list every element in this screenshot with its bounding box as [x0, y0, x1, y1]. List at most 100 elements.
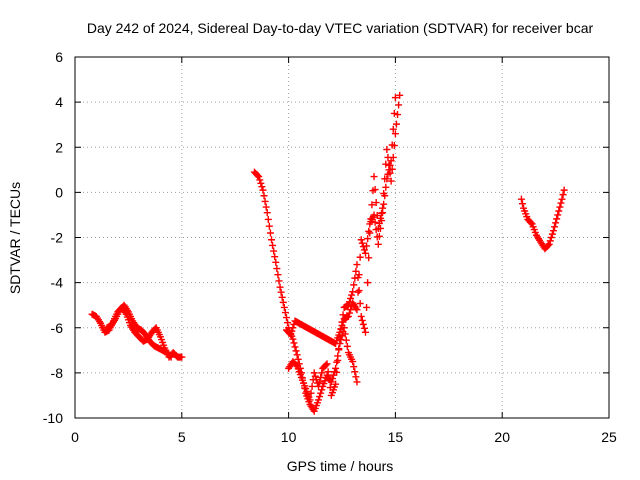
- data-point-interp: [260, 192, 268, 200]
- data-point-interp: [389, 125, 397, 133]
- data-point: [554, 211, 562, 219]
- data-point: [383, 146, 391, 154]
- data-point-interp: [365, 254, 373, 262]
- data-point-interp: [352, 373, 360, 381]
- data-point-interp: [292, 361, 300, 369]
- y-tick-label: -10: [43, 410, 63, 426]
- data-point: [391, 130, 399, 138]
- data-point-interp: [345, 309, 353, 317]
- y-tick-label: 0: [55, 184, 63, 200]
- data-point: [336, 328, 344, 336]
- data-point: [255, 173, 263, 181]
- data-point-interp: [351, 368, 359, 376]
- data-point-interp: [325, 376, 333, 384]
- data-point-interp: [256, 176, 264, 184]
- data-point-interp: [166, 352, 174, 360]
- data-point: [178, 353, 186, 361]
- data-point-interp: [316, 393, 324, 401]
- data-points: [88, 91, 568, 415]
- data-point-interp: [264, 215, 272, 223]
- data-point-interp: [356, 299, 364, 307]
- data-point-interp: [382, 160, 390, 168]
- y-tick-label: -6: [51, 320, 64, 336]
- data-point-interp: [275, 277, 283, 285]
- data-point-interp: [316, 378, 324, 386]
- data-point: [379, 209, 387, 217]
- data-point-interp: [376, 224, 384, 232]
- data-point-interp: [269, 241, 277, 249]
- x-tick-label: 20: [494, 429, 510, 445]
- data-point: [167, 353, 175, 361]
- data-point: [272, 258, 280, 266]
- data-point-interp: [333, 368, 341, 376]
- data-point-interp: [384, 170, 392, 178]
- data-point: [549, 227, 557, 235]
- data-point-interp: [281, 309, 289, 317]
- data-point-interp: [279, 298, 287, 306]
- data-point-interp: [328, 375, 336, 383]
- data-point: [370, 173, 378, 181]
- data-point: [361, 328, 369, 336]
- data-point-interp: [324, 368, 332, 376]
- data-point-interp: [559, 191, 567, 199]
- data-point: [387, 177, 395, 185]
- data-point: [353, 261, 361, 269]
- data-point: [310, 369, 318, 377]
- data-point-interp: [382, 183, 390, 191]
- data-point-interp: [273, 265, 281, 273]
- data-point-interp: [307, 389, 315, 397]
- data-point-interp: [378, 217, 386, 225]
- data-point-interp: [371, 218, 379, 226]
- data-point: [370, 211, 378, 219]
- data-point-interp: [334, 356, 342, 364]
- data-point: [268, 236, 276, 244]
- data-point-interp: [556, 203, 564, 211]
- data-point-interp: [350, 281, 358, 289]
- data-point-interp: [380, 200, 388, 208]
- data-point: [276, 283, 284, 291]
- data-point-interp: [317, 389, 325, 397]
- data-point-interp: [395, 101, 403, 109]
- data-point-interp: [318, 386, 326, 394]
- data-point-interp: [352, 267, 360, 275]
- data-point-interp: [271, 253, 279, 261]
- data-point-interp: [345, 298, 353, 306]
- data-point-interp: [372, 226, 380, 234]
- data-point-interp: [371, 186, 379, 194]
- y-axis-label: SDTVAR / TECUs: [7, 182, 23, 294]
- data-point: [323, 360, 331, 368]
- data-point: [357, 236, 365, 244]
- data-point-interp: [270, 247, 278, 255]
- data-point-interp: [555, 207, 563, 215]
- data-point: [545, 240, 553, 248]
- data-point: [332, 364, 340, 372]
- data-point: [344, 312, 352, 320]
- data-point-interp: [518, 200, 526, 208]
- data-point-interp: [290, 339, 298, 347]
- data-point-interp: [385, 166, 393, 174]
- y-tick-label: -8: [51, 365, 64, 381]
- data-point-interp: [388, 141, 396, 149]
- data-point-interp: [527, 219, 535, 227]
- data-point-interp: [355, 271, 363, 279]
- data-point-interp: [338, 321, 346, 329]
- data-point-interp: [363, 242, 371, 250]
- data-point: [558, 195, 566, 203]
- data-point-interp: [350, 363, 358, 371]
- data-point-interp: [551, 223, 559, 231]
- data-point: [306, 396, 314, 404]
- data-point-interp: [394, 111, 402, 119]
- data-point: [383, 175, 391, 183]
- data-point: [349, 358, 357, 366]
- data-point-interp: [342, 336, 350, 344]
- data-point-interp: [368, 201, 376, 209]
- data-point-interp: [292, 347, 300, 355]
- data-point: [263, 209, 271, 217]
- data-point: [517, 195, 525, 203]
- x-tick-label: 10: [281, 429, 297, 445]
- data-point: [280, 303, 288, 311]
- y-tick-label: -2: [51, 230, 64, 246]
- data-point-interp: [341, 330, 349, 338]
- data-point-interp: [318, 369, 326, 377]
